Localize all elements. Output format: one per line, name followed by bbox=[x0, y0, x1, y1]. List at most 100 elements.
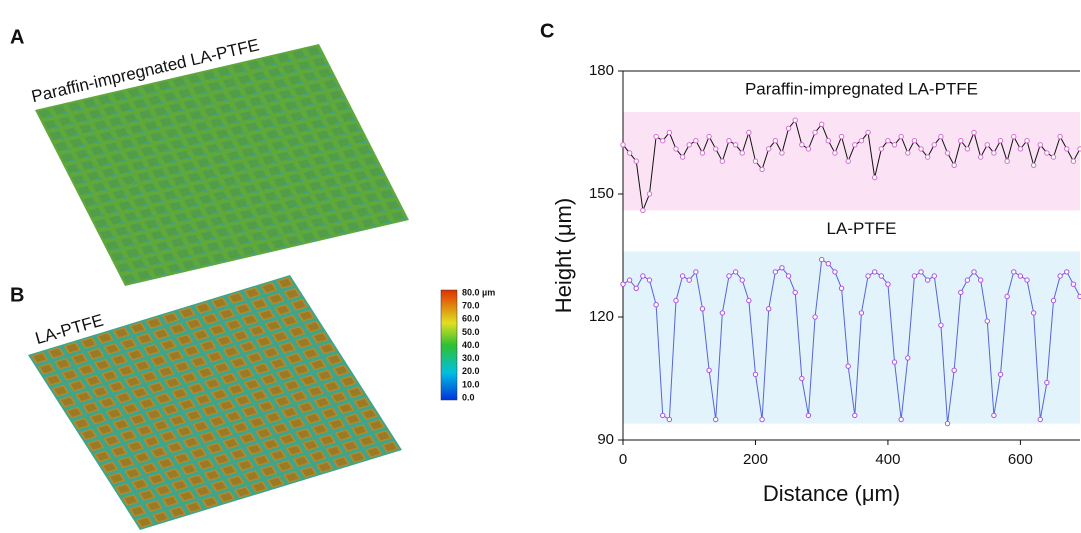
data-point bbox=[746, 129, 752, 136]
x-tick-label: 600 bbox=[1008, 451, 1033, 468]
data-point bbox=[825, 138, 832, 144]
data-point bbox=[997, 371, 1004, 378]
data-point bbox=[924, 154, 931, 160]
data-point bbox=[1011, 133, 1017, 140]
data-point bbox=[640, 273, 646, 279]
data-point bbox=[805, 412, 812, 419]
surface-b bbox=[28, 275, 402, 530]
data-point bbox=[792, 289, 798, 296]
data-point bbox=[653, 133, 659, 140]
data-point bbox=[666, 416, 673, 423]
colorbar-label: 10.0 bbox=[462, 379, 480, 389]
data-point bbox=[653, 302, 659, 308]
data-point bbox=[646, 191, 653, 197]
data-point bbox=[726, 138, 732, 144]
data-point bbox=[858, 310, 865, 316]
data-point bbox=[785, 125, 792, 132]
data-point bbox=[686, 277, 692, 283]
data-point bbox=[938, 322, 944, 328]
data-point bbox=[673, 297, 679, 304]
panel-label: A bbox=[10, 26, 24, 48]
colorbar-label: 50.0 bbox=[462, 327, 480, 337]
data-point bbox=[918, 146, 924, 152]
y-tick-label: 150 bbox=[589, 185, 614, 202]
data-point bbox=[620, 281, 626, 287]
data-point bbox=[1004, 293, 1010, 300]
data-point bbox=[739, 150, 745, 156]
data-point bbox=[772, 138, 779, 144]
data-point bbox=[792, 117, 798, 123]
data-point bbox=[812, 314, 818, 320]
data-point bbox=[752, 158, 759, 164]
data-point bbox=[1077, 293, 1081, 300]
data-point bbox=[1017, 273, 1024, 279]
band-label: LA-PTFE bbox=[827, 219, 897, 238]
data-point bbox=[779, 265, 785, 271]
data-point bbox=[898, 133, 904, 140]
data-point bbox=[1011, 269, 1017, 275]
panel-label: C bbox=[540, 20, 554, 42]
surface-a bbox=[35, 44, 409, 286]
data-point bbox=[838, 285, 845, 291]
data-point bbox=[739, 277, 745, 283]
data-point bbox=[785, 273, 792, 279]
data-point bbox=[865, 273, 871, 279]
data-point bbox=[805, 146, 812, 152]
data-point bbox=[686, 142, 692, 148]
data-point bbox=[991, 150, 997, 156]
data-point bbox=[693, 138, 699, 144]
data-point bbox=[699, 150, 706, 156]
colorbar-label: 20.0 bbox=[462, 366, 480, 376]
data-point bbox=[878, 146, 885, 152]
data-point bbox=[679, 273, 686, 279]
data-point bbox=[898, 416, 904, 423]
data-point bbox=[852, 412, 858, 419]
data-point bbox=[660, 412, 666, 419]
y-tick-label: 120 bbox=[589, 308, 614, 325]
data-point bbox=[885, 138, 891, 144]
data-point bbox=[799, 375, 805, 382]
data-point bbox=[1064, 146, 1070, 152]
y-tick-label: 90 bbox=[597, 431, 614, 448]
data-point bbox=[679, 154, 686, 160]
colorbar bbox=[440, 289, 458, 401]
data-point bbox=[878, 273, 885, 279]
data-point bbox=[660, 138, 666, 144]
data-point bbox=[938, 133, 944, 140]
data-point bbox=[1070, 281, 1077, 287]
x-tick-label: 400 bbox=[875, 451, 900, 468]
series-line bbox=[622, 119, 1081, 213]
data-point bbox=[958, 289, 964, 296]
data-point bbox=[918, 269, 924, 275]
data-point bbox=[699, 306, 706, 312]
data-point bbox=[1030, 310, 1037, 316]
colorbar-label: 0.0 bbox=[462, 392, 475, 402]
data-point bbox=[746, 297, 752, 304]
data-point bbox=[1037, 416, 1043, 423]
data-point bbox=[845, 363, 851, 369]
data-point bbox=[951, 367, 957, 373]
data-point bbox=[1024, 277, 1030, 283]
data-point bbox=[964, 277, 971, 283]
data-point bbox=[620, 142, 626, 148]
data-point bbox=[865, 129, 871, 136]
data-point bbox=[640, 207, 646, 214]
data-point bbox=[931, 142, 937, 148]
data-point bbox=[666, 129, 673, 136]
data-point bbox=[766, 306, 772, 312]
data-point bbox=[951, 162, 957, 169]
data-point bbox=[1050, 154, 1057, 160]
y-tick-label: 180 bbox=[589, 62, 614, 79]
data-point bbox=[838, 133, 845, 140]
data-point bbox=[991, 412, 997, 419]
data-point bbox=[626, 277, 633, 283]
data-point bbox=[931, 273, 937, 279]
data-point bbox=[719, 310, 726, 316]
data-point bbox=[891, 359, 898, 365]
data-point bbox=[633, 158, 639, 164]
data-point bbox=[944, 150, 951, 156]
data-point bbox=[885, 281, 891, 287]
colorbar-label: 80.0 µm bbox=[462, 287, 495, 297]
data-point bbox=[964, 146, 971, 152]
x-axis-label: Distance (μm) bbox=[763, 481, 900, 506]
